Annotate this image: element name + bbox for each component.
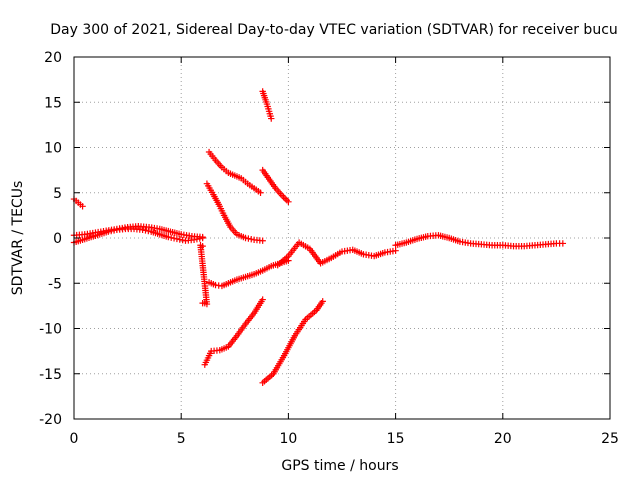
series-main-band-lower: [70, 225, 206, 246]
data-point: [281, 195, 289, 202]
data-point: [179, 236, 186, 244]
series-arc-f: [259, 166, 292, 205]
data-point: [319, 298, 326, 305]
series-start-arc: [70, 195, 86, 210]
data-point: [283, 197, 290, 204]
data-point: [245, 235, 252, 242]
grid: [74, 57, 610, 419]
data-points: [70, 88, 567, 386]
y-tick-label: 5: [53, 186, 62, 202]
data-point: [285, 198, 292, 205]
axis-ticks: 0 5 10 15 20 25 -20 -15 -10 -5 0 5 10 15 20: [39, 50, 619, 447]
data-point: [79, 203, 86, 210]
series-arc-b: [203, 180, 266, 244]
y-tick-label: -15: [39, 367, 62, 383]
data-point: [392, 247, 399, 254]
data-point: [259, 296, 266, 303]
series-arc-e: [259, 88, 275, 122]
x-tick-label: 25: [601, 431, 619, 447]
data-point: [242, 234, 249, 242]
data-point: [196, 235, 203, 242]
x-tick-label: 15: [387, 431, 405, 447]
data-point: [199, 242, 206, 250]
x-tick-label: 5: [177, 431, 186, 447]
y-axis-label: SDTVAR / TECUs: [10, 181, 26, 296]
y-tick-label: -10: [39, 322, 62, 338]
y-tick-label: -5: [48, 276, 62, 292]
x-tick-label: 10: [279, 431, 297, 447]
data-point: [167, 234, 175, 241]
data-point: [199, 234, 206, 242]
data-point: [139, 226, 146, 234]
data-point: [165, 233, 172, 241]
data-point: [142, 227, 149, 234]
data-point: [110, 227, 118, 234]
series-arc-h: [274, 239, 399, 269]
data-point: [145, 227, 152, 235]
data-point: [176, 236, 183, 243]
x-tick-label: 0: [70, 431, 79, 447]
y-tick-label: 0: [53, 231, 62, 247]
data-point: [259, 237, 266, 244]
y-tick-label: 15: [44, 95, 62, 111]
chart-title: Day 300 of 2021, Sidereal Day-to-day VTE…: [50, 22, 618, 38]
series-arc-a: [205, 148, 264, 196]
data-point: [268, 115, 275, 122]
data-point: [105, 228, 112, 235]
data-point: [280, 193, 287, 201]
y-tick-label: 20: [44, 50, 62, 66]
x-tick-label: 20: [494, 431, 512, 447]
y-tick-label: -20: [39, 412, 62, 428]
data-point: [257, 189, 264, 196]
x-axis-label: GPS time / hours: [281, 458, 398, 474]
series-arc-d: [201, 296, 266, 368]
series-small-bits: [197, 242, 211, 308]
series-evening-band: [392, 232, 567, 250]
data-point: [107, 227, 115, 235]
data-point: [190, 236, 198, 244]
data-point: [170, 235, 178, 242]
data-point: [173, 235, 181, 243]
data-point: [559, 240, 567, 247]
data-point: [248, 236, 255, 243]
y-tick-label: 10: [44, 141, 62, 157]
data-point: [193, 236, 201, 243]
series-arc-g: [259, 298, 326, 386]
